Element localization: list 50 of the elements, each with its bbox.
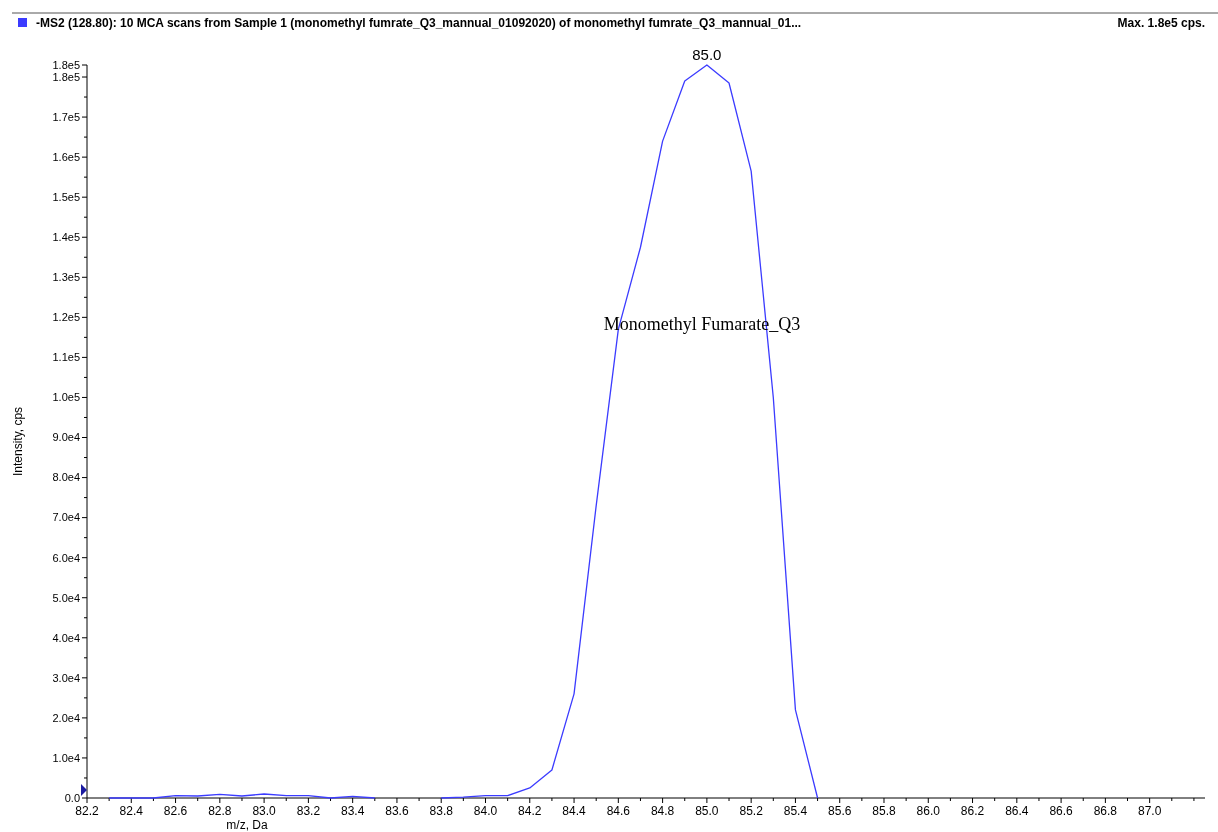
chart-subtitle: Max. 1.8e5 cps. [1117, 16, 1205, 30]
x-tick-label: 85.8 [872, 804, 896, 818]
x-tick-label: 87.0 [1137, 804, 1162, 818]
chart-title: -MS2 (128.80): 10 MCA scans from Sample 1 (monomethyl fumrate_Q3_mannual_01092020) of monomethyl fumrate_Q3_mannual_01... [36, 16, 802, 30]
x-tick-label: 83.2 [296, 804, 321, 818]
x-tick-label: 83.8 [429, 804, 454, 818]
y-tick-label: 1.8e5 [52, 58, 80, 71]
y-tick-label: 1.3e5 [52, 271, 80, 284]
x-tick-label: 82.8 [208, 804, 232, 818]
x-tick-label: 84.2 [518, 804, 542, 818]
y-tick-label: 1.7e5 [52, 110, 80, 123]
x-tick-label: 85.4 [783, 804, 808, 818]
x-tick-label: 83.4 [340, 804, 365, 818]
x-tick-label: 83.0 [252, 804, 277, 818]
y-tick-label: 1.6e5 [52, 150, 80, 163]
x-tick-label: 84.6 [606, 804, 631, 818]
y-tick-label: 1.0e4 [52, 751, 80, 764]
y-tick-label: 8.0e4 [52, 471, 80, 484]
y-tick-label: 1.8e5 [52, 70, 80, 83]
x-tick-label: 84.8 [650, 804, 675, 818]
x-tick-label: 82.6 [163, 804, 188, 818]
y-tick-label: 9.0e4 [52, 431, 80, 444]
x-tick-label: 82.2 [75, 804, 99, 818]
x-tick-label: 83.6 [385, 804, 409, 818]
y-axis-title: Intensity, cps [11, 406, 25, 477]
y-tick-label: 2.0e4 [52, 711, 80, 724]
x-tick-label: 85.0 [695, 804, 719, 818]
x-tick-label: 86.6 [1049, 804, 1074, 818]
x-tick-label: 84.0 [473, 804, 498, 818]
y-tick-label: 6.0e4 [52, 551, 80, 564]
x-tick-label: 84.4 [562, 804, 587, 818]
x-axis-title: m/z, Da [226, 818, 268, 832]
x-tick-label: 86.4 [1005, 804, 1029, 818]
y-tick-label: 1.4e5 [52, 231, 80, 244]
x-tick-label: 86.8 [1093, 804, 1118, 818]
x-tick-label: 85.2 [739, 804, 764, 818]
y-tick-label: 1.1e5 [52, 351, 80, 364]
x-tick-label: 82.4 [119, 804, 144, 818]
annotation: 85.0 [692, 46, 722, 63]
y-tick-label: 1.0e5 [52, 391, 80, 404]
x-tick-label: 85.6 [828, 804, 852, 818]
y-tick-label: 3.0e4 [52, 671, 80, 684]
y-tick-label: 0.0 [64, 791, 80, 804]
y-tick-label: 7.0e4 [52, 511, 80, 524]
y-tick-label: 5.0e4 [52, 591, 80, 604]
x-tick-label: 86.0 [916, 804, 941, 818]
x-tick-label: 86.2 [960, 804, 985, 818]
y-tick-label: 4.0e4 [52, 631, 80, 644]
y-tick-label: 1.2e5 [52, 311, 80, 324]
y-tick-label: 1.5e5 [52, 191, 80, 204]
